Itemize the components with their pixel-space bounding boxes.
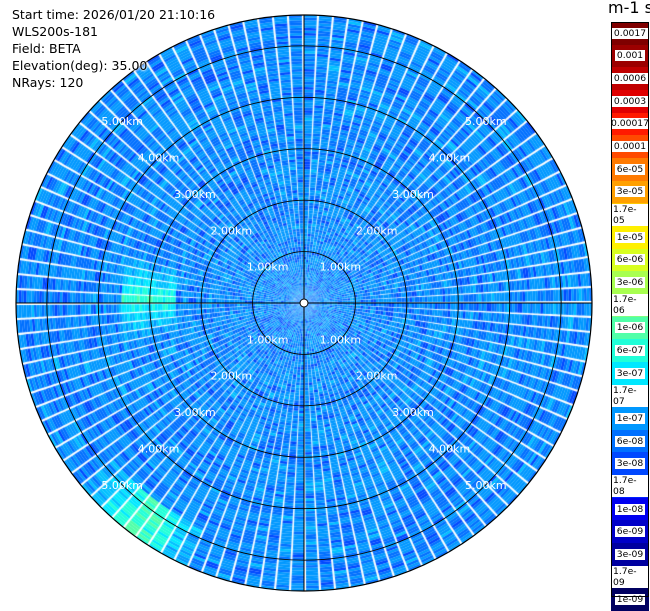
colorbar-tick-label: 6e-09 [614, 526, 646, 538]
range-ring-label: 3.00km [392, 406, 434, 419]
range-ring [149, 148, 459, 458]
colorbar-bin: 0.0017 [611, 22, 649, 45]
range-ring-label: 3.00km [392, 188, 434, 201]
colorbar-bin: 1e-08 [611, 497, 649, 521]
colorbar-bin: 6e-05 [611, 157, 649, 181]
nrays-label: NRays: 120 [12, 75, 84, 90]
colorbar-bin: 6e-08 [611, 429, 649, 453]
colorbar-bin: 3e-06 [611, 271, 649, 294]
instrument-label: WLS200s-181 [12, 24, 98, 39]
colorbar-bin: 3e-07 [611, 361, 649, 385]
colorbar-tick-label: 1e-08 [614, 503, 646, 515]
plot-info: Start time: 2026/01/20 21:10:16 WLS200s-… [12, 6, 215, 91]
range-ring-label: 2.00km [356, 370, 398, 383]
radar-center-marker [299, 298, 309, 308]
colorbar-bin: 6e-06 [611, 248, 649, 272]
range-ring [252, 251, 356, 355]
start-time-label: Start time: 2026/01/20 21:10:16 [12, 7, 216, 22]
range-ring-label: 2.00km [210, 370, 252, 383]
range-ring-label: 1.00km [247, 261, 289, 274]
colorbar-bin: 1e-05 [611, 225, 649, 249]
colorbar-bin: 1e-09 [611, 588, 649, 611]
colorbar-tick-label: 1.7e-06 [611, 294, 649, 317]
colorbar-bin: 1.7e-08 [611, 475, 649, 498]
colorbar-bin: 1.7e-06 [611, 293, 649, 317]
colorbar-bin: 1.7e-05 [611, 203, 649, 226]
colorbar-tick-label: 3e-06 [614, 277, 646, 289]
colorbar-bin: 0.001 [611, 44, 649, 68]
colorbar-tick-label: 1e-09 [614, 594, 646, 606]
outer-boundary [15, 14, 593, 592]
colorbar-tick-label: 6e-06 [614, 254, 646, 266]
range-ring-label: 4.00km [138, 152, 180, 165]
colorbar-tick-label: 0.0001 [611, 141, 649, 153]
range-ring [200, 199, 408, 407]
colorbar-tick-label: 1e-05 [614, 231, 646, 243]
colorbar-bin: 0.0001 [611, 135, 649, 158]
colorbar-tick-label: 0.00017 [609, 118, 650, 130]
range-ring-label: 2.00km [210, 224, 252, 237]
colorbar-tick-label: 0.0017 [611, 27, 649, 39]
colorbar-tick-label: 3e-07 [614, 367, 646, 379]
range-ring-label: 2.00km [356, 224, 398, 237]
range-ring-label: 1.00km [320, 261, 362, 274]
colorbar-bin: 1e-06 [611, 316, 649, 340]
range-ring [46, 45, 562, 561]
range-ring-label: 4.00km [429, 442, 471, 455]
colorbar-bin: 1.7e-07 [611, 384, 649, 408]
colorbar-bin: 0.0006 [611, 67, 649, 90]
colorbar-tick-label: 1.7e-08 [611, 475, 649, 498]
colorbar-bin: 3e-09 [611, 543, 649, 566]
colorbar: 0.0017 0.001 0.0006 0.0003 0.00017 0.0001 6e-0… [609, 22, 650, 611]
field-label: Field: BETA [12, 41, 81, 56]
colorbar-tick-label: 3e-05 [614, 186, 646, 198]
colorbar-tick-label: 6e-05 [614, 163, 646, 175]
colorbar-tick-label: 3e-09 [614, 548, 646, 560]
range-ring-label: 3.00km [174, 188, 216, 201]
colorbar-bin: 0.0003 [611, 89, 649, 113]
colorbar-tick-label: 6e-07 [614, 345, 646, 357]
colorbar-bin: 1e-07 [611, 407, 649, 430]
range-ring-label: 1.00km [247, 333, 289, 346]
colorbar-bin: 3e-08 [611, 452, 649, 476]
range-ring-label: 4.00km [429, 152, 471, 165]
colorbar-bin: 6e-07 [611, 339, 649, 362]
colorbar-bin: 1.7e-09 [611, 565, 649, 589]
range-ring-label: 3.00km [174, 406, 216, 419]
range-ring-label: 1.00km [320, 333, 362, 346]
colorbar-tick-label: 1e-07 [614, 412, 646, 424]
colorbar-tick-label: 1.7e-07 [611, 384, 649, 407]
range-ring-label: 4.00km [138, 442, 180, 455]
colorbar-tick-label: 0.0003 [611, 95, 649, 107]
colorbar-unit-title: m-1 sr-1 [608, 0, 650, 17]
colorbar-tick-label: 1.7e-09 [611, 566, 649, 589]
colorbar-tick-label: 6e-08 [614, 435, 646, 447]
colorbar-bin: 6e-09 [611, 520, 649, 544]
colorbar-bin: 0.00017 [609, 112, 650, 136]
range-ring-label: 5.00km [101, 479, 143, 492]
colorbar-bin: 3e-05 [611, 180, 649, 204]
colorbar-tick-label: 0.001 [614, 50, 646, 62]
colorbar-tick-label: 3e-08 [614, 458, 646, 470]
elevation-label: Elevation(deg): 35.00 [12, 58, 148, 73]
range-ring [97, 96, 511, 510]
range-ring-label: 5.00km [465, 479, 507, 492]
colorbar-tick-label: 1.7e-05 [611, 203, 649, 226]
range-ring-label: 5.00km [101, 115, 143, 128]
colorbar-tick-label: 0.0006 [611, 73, 649, 85]
colorbar-tick-label: 1e-06 [614, 322, 646, 334]
range-ring-label: 5.00km [465, 115, 507, 128]
